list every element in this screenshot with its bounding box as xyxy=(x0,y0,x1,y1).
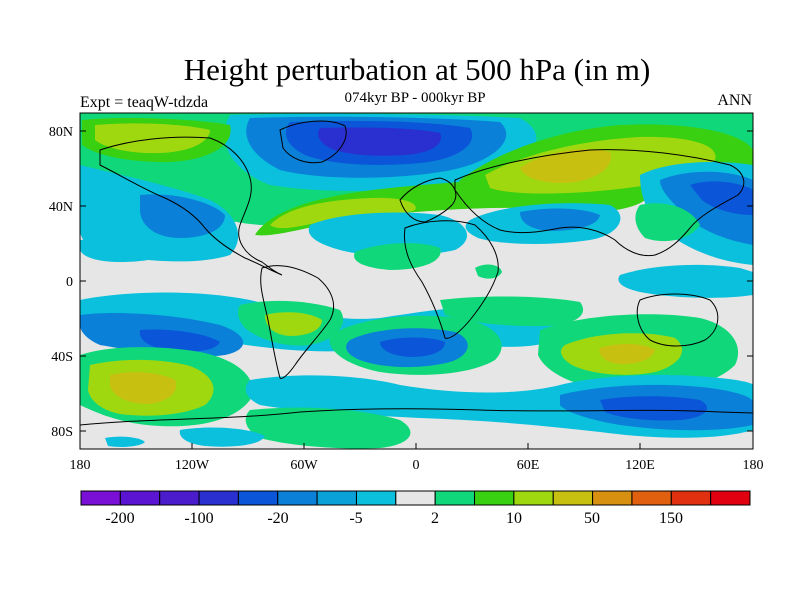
lat-label-0: 0 xyxy=(66,275,73,290)
colorbar-swatch xyxy=(237,490,279,506)
colorbar-label: -5 xyxy=(349,510,362,527)
contour-cyan-antarctic-3 xyxy=(105,436,145,447)
colorbar-swatch xyxy=(395,490,436,506)
contour-yellowgreen-atlantic xyxy=(270,197,416,229)
colorbar-label: 10 xyxy=(506,510,522,527)
colorbar-swatch xyxy=(80,490,121,506)
contour-cyan-indopacific xyxy=(618,264,753,298)
colorbar-swatch xyxy=(552,490,594,506)
lon-label-180w: 180 xyxy=(70,458,91,473)
lat-ticks xyxy=(80,130,753,432)
experiment-label: Expt = teaqW-tdzda xyxy=(80,94,209,111)
coast-asia xyxy=(454,149,745,257)
lon-label-60w: 60W xyxy=(290,458,318,473)
lon-tick-labels: 180 120W 60W 0 60E 120E 180 xyxy=(70,458,764,473)
contour-yellow-sindian xyxy=(599,344,655,364)
lon-ticks xyxy=(79,443,754,449)
coast-australia xyxy=(636,293,719,347)
contour-yellow-eurasia xyxy=(520,148,611,183)
colorbar-swatch xyxy=(277,490,318,506)
colorbar-swatch xyxy=(474,490,515,506)
contour-darkblue-southatl xyxy=(380,337,445,357)
map-subtitle: 074kyr BP - 000kyr BP xyxy=(344,90,486,106)
contour-cyan-antarctic-2 xyxy=(179,427,265,447)
colorbar-label: 150 xyxy=(659,510,683,527)
colorbar-label: -200 xyxy=(105,510,134,527)
coast-europe xyxy=(399,177,457,223)
lat-tick-labels: 80N 40N 0 40S 80S xyxy=(49,125,73,440)
colorbar-swatch xyxy=(710,490,751,506)
contour-darkblue-npacific xyxy=(690,181,753,215)
coast-south-america xyxy=(260,265,334,379)
contour-green-antarctic xyxy=(245,407,411,449)
colorbar-swatch xyxy=(670,490,712,506)
coastlines xyxy=(80,120,753,426)
contour-blue-midasia xyxy=(520,208,600,231)
colorbar-swatch xyxy=(355,490,397,506)
contour-yellowgreen-sa xyxy=(265,312,322,336)
lon-label-180e: 180 xyxy=(743,458,764,473)
lon-label-0: 0 xyxy=(413,458,420,473)
contour-green-africa xyxy=(475,264,502,279)
colorbar-swatch xyxy=(198,490,239,506)
contour-cyan-eqpacific xyxy=(80,239,175,262)
map-title: Height perturbation at 500 hPa (in m) xyxy=(183,52,651,87)
lon-label-60e: 60E xyxy=(517,458,540,473)
contour-deepblue-arctic xyxy=(318,127,441,156)
lat-label-40n: 40N xyxy=(49,200,73,215)
contour-green-equatorial-atl xyxy=(354,243,441,270)
colorbar-label: -20 xyxy=(267,510,288,527)
contour-darkblue-spacific xyxy=(139,329,220,352)
coast-africa xyxy=(403,220,499,339)
lat-label-80s: 80S xyxy=(51,425,73,440)
colorbar-swatch xyxy=(513,490,554,506)
lon-label-120e: 120E xyxy=(625,458,655,473)
coast-antarctica xyxy=(80,408,753,426)
colorbar-swatch xyxy=(119,490,161,506)
contour-yellowgreen-nw xyxy=(95,123,210,154)
lon-label-120w: 120W xyxy=(175,458,210,473)
contour-darkblue-southernocean xyxy=(600,396,708,421)
colorbar-labels: -200 -100 -20 -5 2 10 50 150 xyxy=(105,510,683,527)
lat-label-40s: 40S xyxy=(51,350,73,365)
period-label: ANN xyxy=(717,92,752,109)
colorbar-label: 2 xyxy=(431,510,439,527)
colorbar-swatch xyxy=(434,490,476,506)
coast-north-america xyxy=(99,136,283,276)
colorbar-label: -100 xyxy=(184,510,213,527)
coast-greenland xyxy=(279,120,347,164)
colorbar-swatch xyxy=(316,490,357,506)
contour-green-wpacific xyxy=(635,203,700,242)
colorbar xyxy=(80,490,751,506)
colorbar-swatch xyxy=(592,490,633,506)
contour-yellow-spacific xyxy=(110,372,177,404)
colorbar-swatch xyxy=(159,490,200,506)
lat-label-80n: 80N xyxy=(49,125,73,140)
contour-field xyxy=(80,113,753,449)
contour-green-safrica xyxy=(440,296,584,327)
colorbar-swatch xyxy=(631,490,672,506)
colorbar-label: 50 xyxy=(584,510,600,527)
